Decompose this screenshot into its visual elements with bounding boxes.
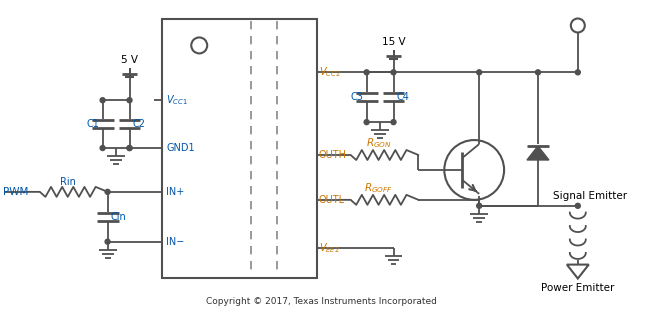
- Text: $R_{GON}$: $R_{GON}$: [366, 136, 391, 150]
- Circle shape: [105, 189, 110, 194]
- Text: Signal Emitter: Signal Emitter: [553, 191, 627, 201]
- Polygon shape: [527, 146, 549, 160]
- Text: C2: C2: [132, 119, 145, 129]
- Text: Rin: Rin: [60, 177, 76, 187]
- Circle shape: [100, 98, 105, 103]
- Text: C3: C3: [351, 92, 364, 102]
- Text: 15 V: 15 V: [382, 37, 405, 47]
- Circle shape: [391, 70, 396, 75]
- Circle shape: [105, 239, 110, 244]
- Circle shape: [477, 203, 482, 208]
- Text: GND1: GND1: [167, 143, 195, 153]
- Text: $V_{CC2}$: $V_{CC2}$: [318, 65, 340, 79]
- Text: OUTL: OUTL: [318, 195, 345, 205]
- Text: $V_{EE2}$: $V_{EE2}$: [318, 241, 340, 255]
- Circle shape: [536, 70, 541, 75]
- Circle shape: [127, 98, 132, 103]
- Circle shape: [364, 120, 369, 125]
- Circle shape: [576, 70, 580, 75]
- Text: C4: C4: [397, 92, 410, 102]
- Text: Copyright © 2017, Texas Instruments Incorporated: Copyright © 2017, Texas Instruments Inco…: [206, 297, 437, 306]
- Text: PWM: PWM: [3, 187, 28, 197]
- Text: IN+: IN+: [167, 187, 185, 197]
- Text: C1: C1: [87, 119, 99, 129]
- Text: 5 V: 5 V: [121, 55, 138, 65]
- Circle shape: [576, 203, 580, 208]
- Bar: [162, 19, 317, 278]
- Text: IN−: IN−: [167, 237, 185, 247]
- Text: Power Emitter: Power Emitter: [541, 283, 614, 293]
- Circle shape: [127, 146, 132, 150]
- Circle shape: [364, 70, 369, 75]
- Text: $R_{GOFF}$: $R_{GOFF}$: [364, 181, 393, 195]
- Circle shape: [127, 146, 132, 150]
- Text: $V_{CC1}$: $V_{CC1}$: [167, 93, 188, 107]
- Text: OUTH: OUTH: [318, 150, 347, 160]
- Text: Cin: Cin: [110, 212, 127, 222]
- Circle shape: [100, 146, 105, 150]
- Circle shape: [477, 70, 482, 75]
- Circle shape: [391, 120, 396, 125]
